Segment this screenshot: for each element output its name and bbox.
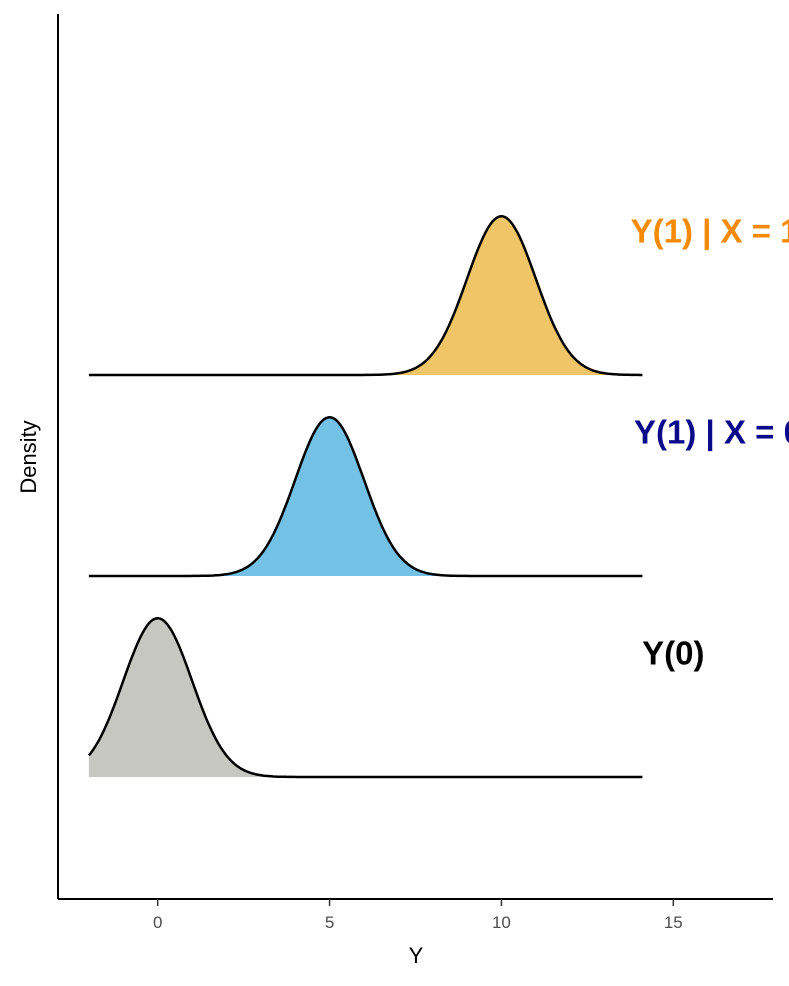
ridge-outline-2 xyxy=(88,214,643,377)
ridge-outline-1 xyxy=(88,416,643,578)
x-axis-title: Y xyxy=(409,943,424,968)
ridge-outline-0 xyxy=(87,616,643,779)
series-label-1: Y(1) | X = 0 xyxy=(634,413,789,450)
ridge-area-1 xyxy=(88,417,643,576)
x-tick-label: 0 xyxy=(153,913,162,932)
series-label-2: Y(1) | X = 1 xyxy=(631,212,789,249)
x-tick-label: 10 xyxy=(492,913,511,932)
series-label-0: Y(0) xyxy=(642,634,704,671)
ridge-area-2 xyxy=(88,216,643,375)
y-axis-title: Density xyxy=(16,420,41,493)
x-ticks: 0 5 10 15 xyxy=(153,899,683,932)
ridge-area-0 xyxy=(88,618,643,777)
x-tick-label: 5 xyxy=(325,913,334,932)
ridges xyxy=(87,214,643,779)
series-labels: Y(0) Y(1) | X = 0 Y(1) | X = 1 xyxy=(631,212,789,671)
x-tick-label: 15 xyxy=(664,913,683,932)
